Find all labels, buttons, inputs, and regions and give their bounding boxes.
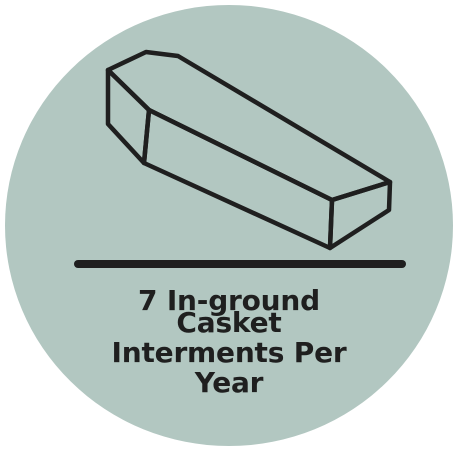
badge-circle: [5, 5, 453, 446]
caption-line-2: Casket: [176, 306, 282, 339]
caption-line-4: Year: [194, 366, 264, 399]
badge-caption: 7 In-ground Casket Interments Per Year: [79, 286, 379, 398]
caption-line-3: Interments Per: [111, 336, 347, 369]
caption-line-1: 7 In-ground: [137, 284, 320, 317]
casket-icon: [105, 49, 393, 251]
